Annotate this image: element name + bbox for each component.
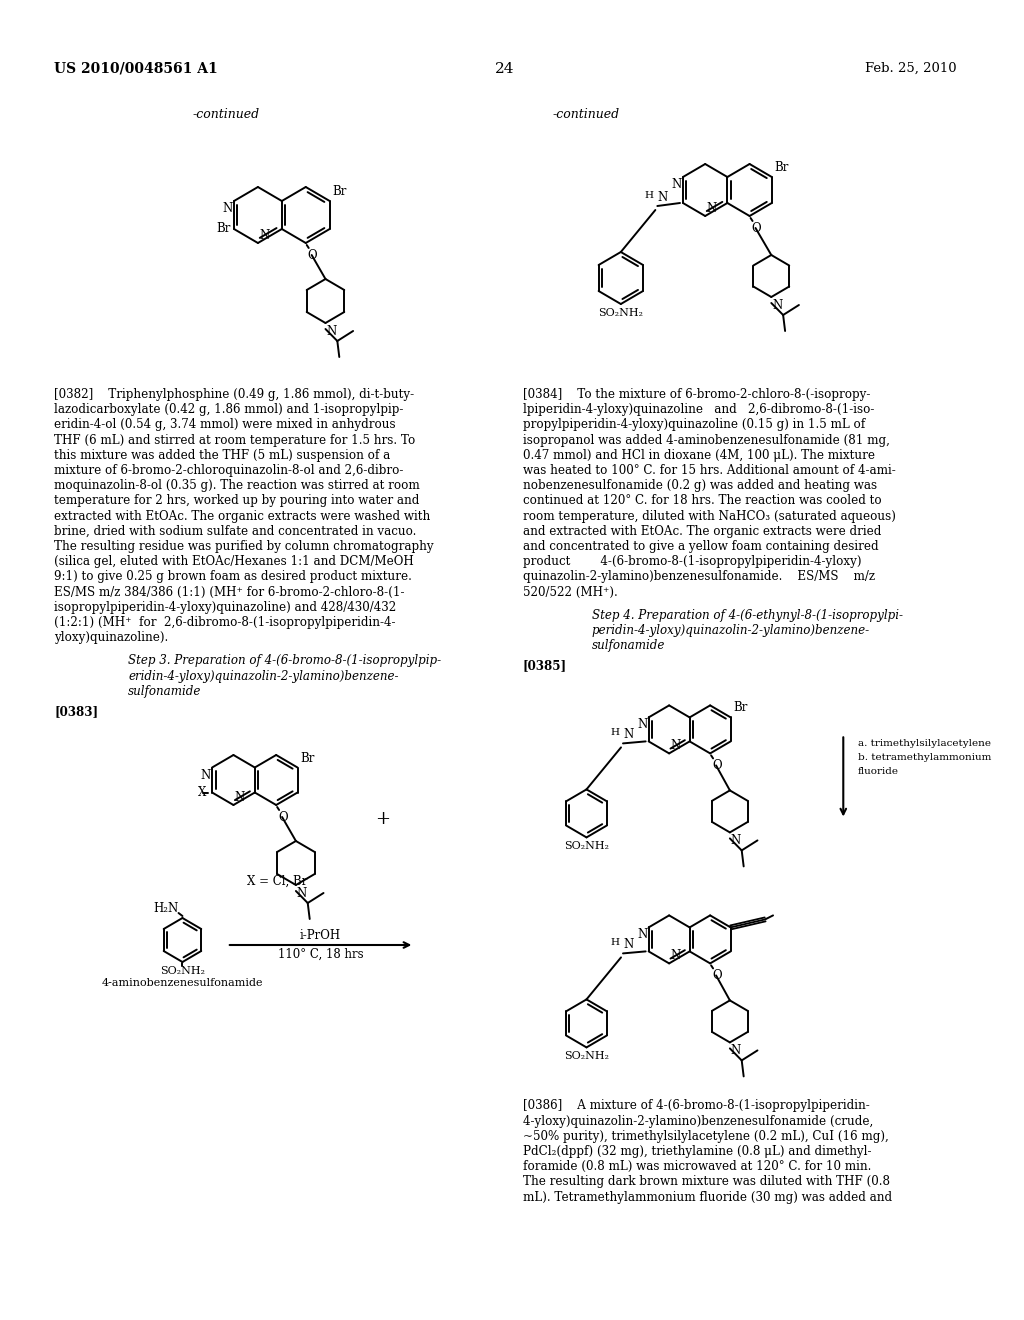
Text: 9:1) to give 0.25 g brown foam as desired product mixture.: 9:1) to give 0.25 g brown foam as desire…: [54, 570, 412, 583]
Text: yloxy)quinazoline).: yloxy)quinazoline).: [54, 631, 169, 644]
Text: N: N: [623, 939, 633, 952]
Text: propylpiperidin-4-yloxy)quinazoline (0.15 g) in 1.5 mL of: propylpiperidin-4-yloxy)quinazoline (0.1…: [522, 418, 865, 432]
Text: Feb. 25, 2010: Feb. 25, 2010: [865, 62, 956, 75]
Text: Step 3. Preparation of 4-(6-bromo-8-(1-isopropylpip-: Step 3. Preparation of 4-(6-bromo-8-(1-i…: [128, 655, 441, 668]
Text: Step 4. Preparation of 4-(6-ethynyl-8-(1-isopropylpi-: Step 4. Preparation of 4-(6-ethynyl-8-(1…: [592, 609, 903, 622]
Text: O: O: [752, 222, 761, 235]
Text: this mixture was added the THF (5 mL) suspension of a: this mixture was added the THF (5 mL) su…: [54, 449, 390, 462]
Text: SO₂NH₂: SO₂NH₂: [564, 841, 609, 851]
Text: and extracted with EtOAc. The organic extracts were dried: and extracted with EtOAc. The organic ex…: [522, 525, 881, 537]
Text: moquinazolin-8-ol (0.35 g). The reaction was stirred at room: moquinazolin-8-ol (0.35 g). The reaction…: [54, 479, 420, 492]
Text: 24: 24: [496, 62, 515, 77]
Text: N: N: [327, 325, 337, 338]
Text: SO₂NH₂: SO₂NH₂: [598, 308, 643, 318]
Text: [0385]: [0385]: [522, 660, 567, 672]
Text: Br: Br: [733, 701, 748, 714]
Text: N: N: [670, 949, 680, 962]
Text: 520/522 (MH⁺).: 520/522 (MH⁺).: [522, 586, 617, 598]
Text: The resulting residue was purified by column chromatography: The resulting residue was purified by co…: [54, 540, 434, 553]
Text: lazodicarboxylate (0.42 g, 1.86 mmol) and 1-isopropylpip-: lazodicarboxylate (0.42 g, 1.86 mmol) an…: [54, 403, 403, 416]
Text: X = Cl, Br: X = Cl, Br: [247, 875, 307, 888]
Text: [0383]: [0383]: [54, 705, 98, 718]
Text: foramide (0.8 mL) was microwaved at 120° C. for 10 min.: foramide (0.8 mL) was microwaved at 120°…: [522, 1160, 871, 1173]
Text: nobenzenesulfonamide (0.2 g) was added and heating was: nobenzenesulfonamide (0.2 g) was added a…: [522, 479, 877, 492]
Text: room temperature, diluted with NaHCO₃ (saturated aqueous): room temperature, diluted with NaHCO₃ (s…: [522, 510, 896, 523]
Text: The resulting dark brown mixture was diluted with THF (0.8: The resulting dark brown mixture was dil…: [522, 1175, 890, 1188]
Text: quinazolin-2-ylamino)benzenesulfonamide.    ES/MS    m/z: quinazolin-2-ylamino)benzenesulfonamide.…: [522, 570, 874, 583]
Text: H: H: [610, 729, 620, 738]
Text: H: H: [610, 939, 620, 948]
Text: N: N: [707, 202, 717, 215]
Text: H₂N: H₂N: [154, 902, 178, 915]
Text: N: N: [637, 928, 647, 941]
Text: 0.47 mmol) and HCl in dioxane (4M, 100 μL). The mixture: 0.47 mmol) and HCl in dioxane (4M, 100 μ…: [522, 449, 874, 462]
Text: N: N: [259, 228, 269, 242]
Text: peridin-4-yloxy)quinazolin-2-ylamino)benzene-: peridin-4-yloxy)quinazolin-2-ylamino)ben…: [592, 624, 870, 638]
Text: Br: Br: [217, 223, 231, 235]
Text: -continued: -continued: [193, 108, 259, 121]
Text: THF (6 mL) and stirred at room temperature for 1.5 hrs. To: THF (6 mL) and stirred at room temperatu…: [54, 433, 416, 446]
Text: and concentrated to give a yellow foam containing desired: and concentrated to give a yellow foam c…: [522, 540, 879, 553]
Text: X: X: [198, 785, 206, 799]
Text: US 2010/0048561 A1: US 2010/0048561 A1: [54, 62, 218, 77]
Text: product        4-(6-bromo-8-(1-isopropylpiperidin-4-yloxy): product 4-(6-bromo-8-(1-isopropylpiperid…: [522, 556, 861, 568]
Text: N: N: [234, 791, 245, 804]
Text: -continued: -continued: [552, 108, 620, 121]
Text: Br: Br: [300, 751, 314, 764]
Text: SO₂NH₂: SO₂NH₂: [564, 1052, 609, 1061]
Text: 4-yloxy)quinazolin-2-ylamino)benzenesulfonamide (crude,: 4-yloxy)quinazolin-2-ylamino)benzenesulf…: [522, 1114, 873, 1127]
Text: O: O: [279, 810, 288, 824]
Text: N: N: [637, 718, 647, 731]
Text: (1:2:1) (MH⁺  for  2,6-dibromo-8-(1-isopropylpiperidin-4-: (1:2:1) (MH⁺ for 2,6-dibromo-8-(1-isopro…: [54, 616, 395, 630]
Text: +: +: [375, 810, 390, 828]
Text: N: N: [731, 1044, 741, 1057]
Text: temperature for 2 hrs, worked up by pouring into water and: temperature for 2 hrs, worked up by pour…: [54, 495, 420, 507]
Text: N: N: [672, 178, 682, 191]
Text: O: O: [712, 759, 722, 772]
Text: N: N: [657, 191, 668, 205]
Text: mixture of 6-bromo-2-chloroquinazolin-8-ol and 2,6-dibro-: mixture of 6-bromo-2-chloroquinazolin-8-…: [54, 465, 403, 477]
Text: ~50% purity), trimethylsilylacetylene (0.2 mL), CuI (16 mg),: ~50% purity), trimethylsilylacetylene (0…: [522, 1130, 889, 1143]
Text: 110° C, 18 hrs: 110° C, 18 hrs: [278, 948, 364, 961]
Text: sulfonamide: sulfonamide: [128, 685, 202, 698]
Text: N: N: [297, 887, 307, 900]
Text: sulfonamide: sulfonamide: [592, 639, 666, 652]
Text: ES/MS m/z 384/386 (1:1) (MH⁺ for 6-bromo-2-chloro-8-(1-: ES/MS m/z 384/386 (1:1) (MH⁺ for 6-bromo…: [54, 586, 404, 598]
Text: continued at 120° C. for 18 hrs. The reaction was cooled to: continued at 120° C. for 18 hrs. The rea…: [522, 495, 882, 507]
Text: Br: Br: [333, 185, 347, 198]
Text: O: O: [308, 249, 317, 261]
Text: 4-aminobenzenesulfonamide: 4-aminobenzenesulfonamide: [101, 978, 263, 987]
Text: i-PrOH: i-PrOH: [300, 929, 341, 942]
Text: b. tetramethylammonium: b. tetramethylammonium: [858, 754, 991, 763]
Text: Br: Br: [775, 161, 790, 174]
Text: N: N: [731, 834, 741, 847]
Text: N: N: [201, 768, 211, 781]
Text: SO₂NH₂: SO₂NH₂: [160, 966, 205, 975]
Text: fluoride: fluoride: [858, 767, 899, 776]
Text: N: N: [670, 739, 680, 752]
Text: N: N: [772, 300, 782, 312]
Text: eridin-4-ol (0.54 g, 3.74 mmol) were mixed in anhydrous: eridin-4-ol (0.54 g, 3.74 mmol) were mix…: [54, 418, 396, 432]
Text: brine, dried with sodium sulfate and concentrated in vacuo.: brine, dried with sodium sulfate and con…: [54, 525, 417, 537]
Text: a. trimethylsilylacetylene: a. trimethylsilylacetylene: [858, 739, 991, 748]
Text: lpiperidin-4-yloxy)quinazoline   and   2,6-dibromo-8-(1-iso-: lpiperidin-4-yloxy)quinazoline and 2,6-d…: [522, 403, 874, 416]
Text: N: N: [223, 202, 233, 215]
Text: isopropylpiperidin-4-yloxy)quinazoline) and 428/430/432: isopropylpiperidin-4-yloxy)quinazoline) …: [54, 601, 396, 614]
Text: [0382]    Triphenylphosphine (0.49 g, 1.86 mmol), di-t-buty-: [0382] Triphenylphosphine (0.49 g, 1.86 …: [54, 388, 415, 401]
Text: [0384]    To the mixture of 6-bromo-2-chloro-8-(-isopropy-: [0384] To the mixture of 6-bromo-2-chlor…: [522, 388, 870, 401]
Text: N: N: [623, 729, 633, 742]
Text: O: O: [712, 969, 722, 982]
Text: PdCl₂(dppf) (32 mg), triethylamine (0.8 μL) and dimethyl-: PdCl₂(dppf) (32 mg), triethylamine (0.8 …: [522, 1144, 871, 1158]
Text: [0386]    A mixture of 4-(6-bromo-8-(1-isopropylpiperidin-: [0386] A mixture of 4-(6-bromo-8-(1-isop…: [522, 1100, 869, 1113]
Text: eridin-4-yloxy)quinazolin-2-ylamino)benzene-: eridin-4-yloxy)quinazolin-2-ylamino)benz…: [128, 669, 398, 682]
Text: mL). Tetramethylammonium fluoride (30 mg) was added and: mL). Tetramethylammonium fluoride (30 mg…: [522, 1191, 892, 1204]
Text: (silica gel, eluted with EtOAc/Hexanes 1:1 and DCM/MeOH: (silica gel, eluted with EtOAc/Hexanes 1…: [54, 556, 414, 568]
Text: was heated to 100° C. for 15 hrs. Additional amount of 4-ami-: was heated to 100° C. for 15 hrs. Additi…: [522, 465, 896, 477]
Text: isopropanol was added 4-aminobenzenesulfonamide (81 mg,: isopropanol was added 4-aminobenzenesulf…: [522, 433, 890, 446]
Text: extracted with EtOAc. The organic extracts were washed with: extracted with EtOAc. The organic extrac…: [54, 510, 430, 523]
Text: H: H: [644, 191, 653, 201]
